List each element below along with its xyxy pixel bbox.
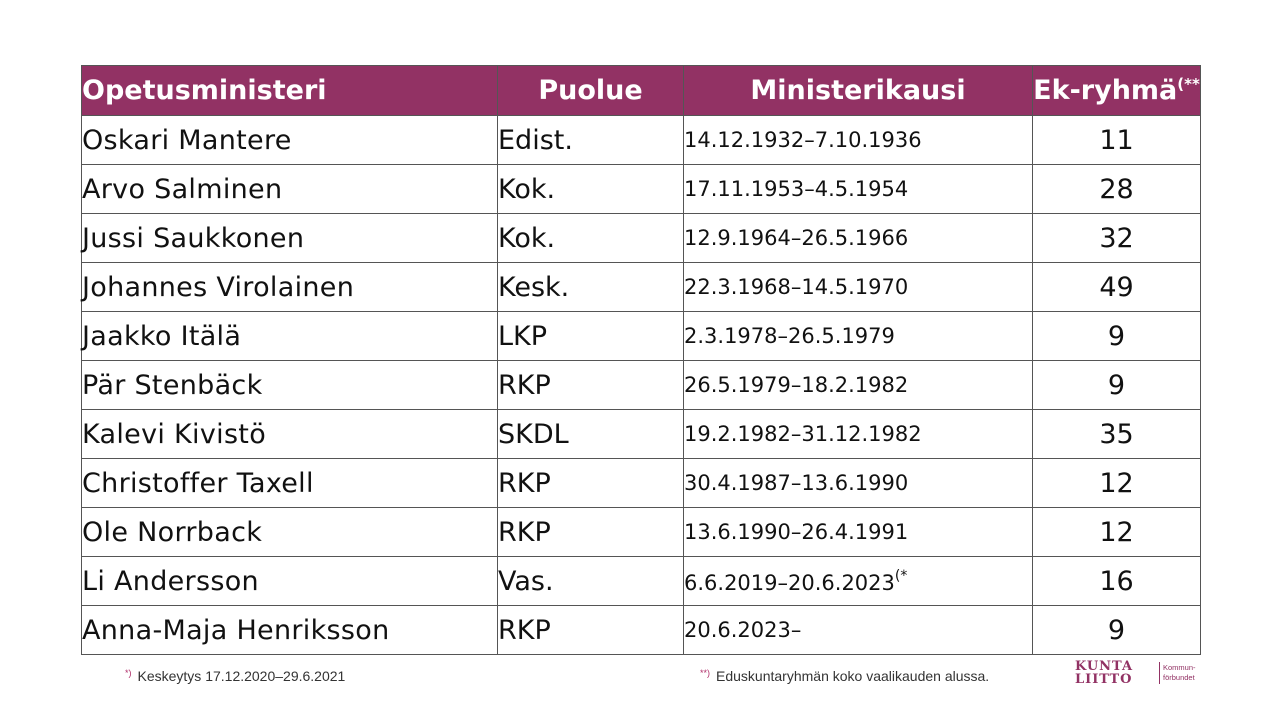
minister-name: Jussi Saukkonen	[81, 213, 498, 263]
term-dates: 30.4.1987–13.6.1990	[684, 471, 909, 495]
term-cell: 22.3.1968–14.5.1970	[683, 262, 1033, 312]
party-cell: RKP	[497, 507, 684, 557]
header-term: Ministerikausi	[683, 65, 1033, 116]
footnote-text: Eduskuntaryhmän koko vaalikauden alussa.	[716, 668, 990, 684]
term-dates: 20.6.2023–	[684, 618, 802, 642]
minister-name: Pär Stenbäck	[81, 360, 498, 410]
party-cell: Kesk.	[497, 262, 684, 312]
term-dates: 14.12.1932–7.10.1936	[684, 128, 922, 152]
group-size-cell: 12	[1032, 507, 1201, 557]
header-group-label: Ek-ryhmä	[1033, 75, 1178, 106]
minister-name: Arvo Salminen	[81, 164, 498, 214]
group-size-cell: 9	[1032, 605, 1201, 655]
term-note: (*	[894, 567, 908, 584]
term-dates: 26.5.1979–18.2.1982	[684, 373, 909, 397]
minister-name: Oskari Mantere	[81, 115, 498, 165]
header-group-note: (**	[1177, 75, 1200, 93]
minister-name: Jaakko Itälä	[81, 311, 498, 361]
group-size-cell: 11	[1032, 115, 1201, 165]
table-row: Ole Norrback RKP 13.6.1990–26.4.1991 12	[81, 507, 1201, 557]
term-cell: 30.4.1987–13.6.1990	[683, 458, 1033, 508]
term-cell: 12.9.1964–26.5.1966	[683, 213, 1033, 263]
group-size-cell: 28	[1032, 164, 1201, 214]
minister-name: Kalevi Kivistö	[81, 409, 498, 459]
party-cell: Edist.	[497, 115, 684, 165]
term-cell: 20.6.2023–	[683, 605, 1033, 655]
group-size-cell: 49	[1032, 262, 1201, 312]
term-dates: 17.11.1953–4.5.1954	[684, 177, 909, 201]
minister-name: Ole Norrback	[81, 507, 498, 557]
logo-subtitle: Kommun-förbundet	[1163, 663, 1196, 682]
minister-name: Li Andersson	[81, 556, 498, 606]
table-row: Jaakko Itälä LKP 2.3.1978–26.5.1979 9	[81, 311, 1201, 361]
logo-wordmark: KUNTA LIITTO	[1075, 659, 1134, 687]
header-group: Ek-ryhmä(**	[1032, 65, 1201, 116]
party-cell: Kok.	[497, 164, 684, 214]
term-dates: 2.3.1978–26.5.1979	[684, 324, 895, 348]
minister-name: Johannes Virolainen	[81, 262, 498, 312]
table-row: Li Andersson Vas. 6.6.2019–20.6.2023(* 16	[81, 556, 1201, 606]
table-row: Kalevi Kivistö SKDL 19.2.1982–31.12.1982 35	[81, 409, 1201, 459]
party-cell: SKDL	[497, 409, 684, 459]
table-row: Oskari Mantere Edist. 14.12.1932–7.10.1936…	[81, 115, 1201, 165]
party-cell: LKP	[497, 311, 684, 361]
logo-divider	[1159, 662, 1160, 684]
term-dates: 22.3.1968–14.5.1970	[684, 275, 909, 299]
footnote-marker: **)	[700, 668, 711, 678]
group-size-cell: 9	[1032, 360, 1201, 410]
footnote-interruption: *) Keskeytys 17.12.2020–29.6.2021	[125, 668, 345, 684]
table-row: Jussi Saukkonen Kok. 12.9.1964–26.5.1966 32	[81, 213, 1201, 263]
term-cell: 14.12.1932–7.10.1936	[683, 115, 1033, 165]
term-cell: 6.6.2019–20.6.2023(*	[683, 556, 1033, 606]
ministers-table: Opetusministeri Puolue Ministerikausi Ek…	[81, 65, 1201, 655]
party-cell: RKP	[497, 458, 684, 508]
header-party: Puolue	[497, 65, 684, 116]
table-header-row: Opetusministeri Puolue Ministerikausi Ek…	[81, 65, 1201, 116]
term-cell: 26.5.1979–18.2.1982	[683, 360, 1033, 410]
kuntaliitto-logo: KUNTA LIITTO Kommun-förbundet	[1075, 660, 1200, 688]
group-size-cell: 9	[1032, 311, 1201, 361]
term-dates: 13.6.1990–26.4.1991	[684, 520, 909, 544]
party-cell: Vas.	[497, 556, 684, 606]
minister-name: Anna-Maja Henriksson	[81, 605, 498, 655]
term-cell: 2.3.1978–26.5.1979	[683, 311, 1033, 361]
footnote-text: Keskeytys 17.12.2020–29.6.2021	[137, 668, 346, 684]
table-row: Arvo Salminen Kok. 17.11.1953–4.5.1954 28	[81, 164, 1201, 214]
term-cell: 17.11.1953–4.5.1954	[683, 164, 1033, 214]
party-cell: RKP	[497, 605, 684, 655]
table-row: Pär Stenbäck RKP 26.5.1979–18.2.1982 9	[81, 360, 1201, 410]
party-cell: Kok.	[497, 213, 684, 263]
footnote-group-size: **) Eduskuntaryhmän koko vaalikauden alus…	[700, 668, 989, 684]
term-dates: 12.9.1964–26.5.1966	[684, 226, 909, 250]
footnote-marker: *)	[125, 668, 132, 678]
term-cell: 13.6.1990–26.4.1991	[683, 507, 1033, 557]
term-cell: 19.2.1982–31.12.1982	[683, 409, 1033, 459]
party-cell: RKP	[497, 360, 684, 410]
header-minister: Opetusministeri	[81, 65, 498, 116]
term-dates: 19.2.1982–31.12.1982	[684, 422, 922, 446]
group-size-cell: 35	[1032, 409, 1201, 459]
minister-name: Christoffer Taxell	[81, 458, 498, 508]
table-row: Christoffer Taxell RKP 30.4.1987–13.6.1990…	[81, 458, 1201, 508]
term-dates: 6.6.2019–20.6.2023	[684, 570, 895, 595]
table-row: Anna-Maja Henriksson RKP 20.6.2023– 9	[81, 605, 1201, 655]
group-size-cell: 12	[1032, 458, 1201, 508]
group-size-cell: 16	[1032, 556, 1201, 606]
group-size-cell: 32	[1032, 213, 1201, 263]
table-row: Johannes Virolainen Kesk. 22.3.1968–14.5.1…	[81, 262, 1201, 312]
